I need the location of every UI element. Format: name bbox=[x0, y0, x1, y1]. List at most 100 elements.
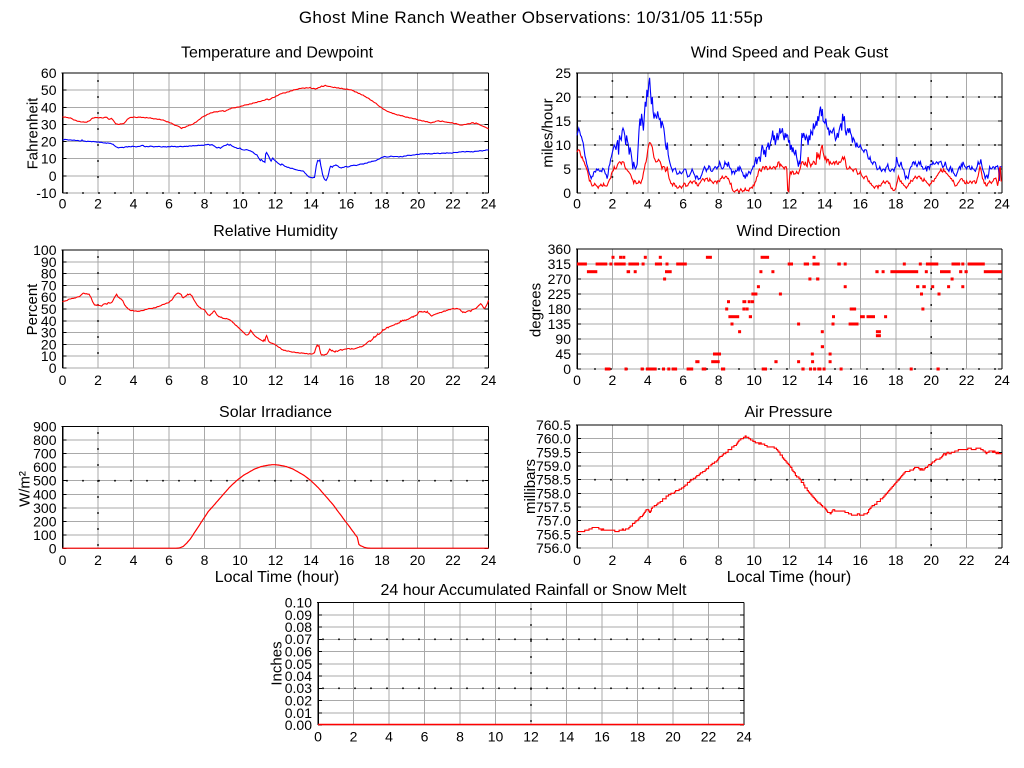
svg-text:2: 2 bbox=[94, 552, 102, 568]
svg-text:0.05: 0.05 bbox=[285, 656, 312, 672]
svg-text:6: 6 bbox=[165, 196, 173, 212]
svg-text:-10: -10 bbox=[36, 185, 56, 201]
svg-text:90: 90 bbox=[555, 331, 571, 347]
svg-text:5: 5 bbox=[563, 161, 571, 177]
svg-text:600: 600 bbox=[33, 459, 57, 475]
svg-text:20: 20 bbox=[410, 372, 426, 388]
svg-text:24: 24 bbox=[481, 196, 497, 212]
svg-text:20: 20 bbox=[923, 196, 939, 212]
svg-text:400: 400 bbox=[33, 486, 57, 502]
svg-text:Wind Direction: Wind Direction bbox=[736, 223, 840, 240]
svg-text:0: 0 bbox=[59, 552, 67, 568]
svg-text:14: 14 bbox=[559, 729, 575, 745]
svg-text:15: 15 bbox=[555, 113, 571, 129]
svg-text:0.08: 0.08 bbox=[285, 619, 312, 635]
svg-text:14: 14 bbox=[303, 372, 319, 388]
svg-text:225: 225 bbox=[548, 286, 572, 302]
svg-text:16: 16 bbox=[339, 196, 355, 212]
svg-text:12: 12 bbox=[782, 196, 798, 212]
svg-text:2: 2 bbox=[94, 372, 102, 388]
svg-text:0: 0 bbox=[59, 196, 67, 212]
svg-text:22: 22 bbox=[959, 552, 975, 568]
svg-text:6: 6 bbox=[679, 196, 687, 212]
svg-text:0.03: 0.03 bbox=[285, 680, 312, 696]
svg-text:0: 0 bbox=[49, 541, 57, 557]
svg-text:6: 6 bbox=[165, 552, 173, 568]
svg-text:200: 200 bbox=[33, 513, 57, 529]
svg-text:0: 0 bbox=[59, 372, 67, 388]
svg-text:760.0: 760.0 bbox=[536, 431, 571, 447]
svg-text:0.06: 0.06 bbox=[285, 644, 312, 660]
svg-text:2: 2 bbox=[350, 729, 358, 745]
svg-text:10: 10 bbox=[488, 729, 504, 745]
svg-text:12: 12 bbox=[268, 552, 284, 568]
svg-text:Inches: Inches bbox=[269, 641, 286, 685]
svg-text:8: 8 bbox=[715, 196, 723, 212]
svg-text:8: 8 bbox=[201, 552, 209, 568]
svg-text:25: 25 bbox=[555, 65, 571, 81]
svg-text:0.09: 0.09 bbox=[285, 607, 312, 623]
svg-text:22: 22 bbox=[959, 196, 975, 212]
svg-text:Temperature and Dewpoint: Temperature and Dewpoint bbox=[181, 45, 374, 62]
svg-text:0.07: 0.07 bbox=[285, 631, 312, 647]
svg-text:2: 2 bbox=[609, 372, 617, 388]
svg-text:4: 4 bbox=[644, 372, 652, 388]
svg-text:8: 8 bbox=[715, 372, 723, 388]
svg-text:4: 4 bbox=[130, 552, 138, 568]
svg-text:16: 16 bbox=[339, 372, 355, 388]
svg-text:20: 20 bbox=[41, 134, 57, 150]
svg-text:20: 20 bbox=[923, 372, 939, 388]
svg-text:2: 2 bbox=[609, 552, 617, 568]
svg-text:10: 10 bbox=[746, 196, 762, 212]
svg-text:16: 16 bbox=[853, 552, 869, 568]
svg-text:12: 12 bbox=[523, 729, 539, 745]
svg-text:20: 20 bbox=[41, 336, 57, 352]
svg-text:0: 0 bbox=[563, 361, 571, 377]
svg-text:0: 0 bbox=[563, 185, 571, 201]
svg-text:4: 4 bbox=[644, 196, 652, 212]
svg-text:315: 315 bbox=[548, 256, 572, 272]
svg-text:20: 20 bbox=[665, 729, 681, 745]
svg-text:757.5: 757.5 bbox=[536, 499, 571, 515]
svg-text:10: 10 bbox=[746, 552, 762, 568]
svg-text:20: 20 bbox=[410, 552, 426, 568]
svg-text:758.0: 758.0 bbox=[536, 485, 571, 501]
svg-text:6: 6 bbox=[165, 372, 173, 388]
svg-text:700: 700 bbox=[33, 446, 57, 462]
svg-text:22: 22 bbox=[959, 372, 975, 388]
svg-text:14: 14 bbox=[817, 372, 833, 388]
svg-text:800: 800 bbox=[33, 432, 57, 448]
svg-text:Local Time (hour): Local Time (hour) bbox=[215, 569, 340, 586]
svg-text:22: 22 bbox=[445, 372, 461, 388]
svg-text:8: 8 bbox=[715, 552, 723, 568]
svg-text:4: 4 bbox=[385, 729, 393, 745]
svg-text:758.5: 758.5 bbox=[536, 472, 571, 488]
svg-text:W/m²: W/m² bbox=[17, 471, 34, 507]
svg-text:50: 50 bbox=[41, 301, 57, 317]
svg-text:millibars: millibars bbox=[522, 459, 539, 514]
svg-text:24: 24 bbox=[994, 372, 1010, 388]
svg-text:760.5: 760.5 bbox=[536, 417, 571, 433]
svg-text:18: 18 bbox=[374, 552, 390, 568]
svg-text:16: 16 bbox=[853, 372, 869, 388]
svg-text:12: 12 bbox=[268, 372, 284, 388]
svg-text:10: 10 bbox=[746, 372, 762, 388]
svg-text:12: 12 bbox=[268, 196, 284, 212]
svg-text:4: 4 bbox=[130, 372, 138, 388]
svg-text:30: 30 bbox=[41, 325, 57, 341]
svg-text:18: 18 bbox=[630, 729, 646, 745]
svg-text:0: 0 bbox=[573, 196, 581, 212]
svg-text:90: 90 bbox=[41, 254, 57, 270]
svg-text:759.5: 759.5 bbox=[536, 444, 571, 460]
svg-text:16: 16 bbox=[853, 196, 869, 212]
svg-text:60: 60 bbox=[41, 65, 57, 81]
svg-text:2: 2 bbox=[609, 196, 617, 212]
svg-text:45: 45 bbox=[555, 346, 571, 362]
svg-text:270: 270 bbox=[548, 271, 572, 287]
svg-text:22: 22 bbox=[445, 552, 461, 568]
svg-text:0: 0 bbox=[314, 729, 322, 745]
svg-text:360: 360 bbox=[548, 241, 572, 257]
svg-text:24: 24 bbox=[481, 372, 497, 388]
svg-text:24 hour Accumulated Rainfall o: 24 hour Accumulated Rainfall or Snow Mel… bbox=[381, 582, 687, 599]
svg-text:759.0: 759.0 bbox=[536, 458, 571, 474]
